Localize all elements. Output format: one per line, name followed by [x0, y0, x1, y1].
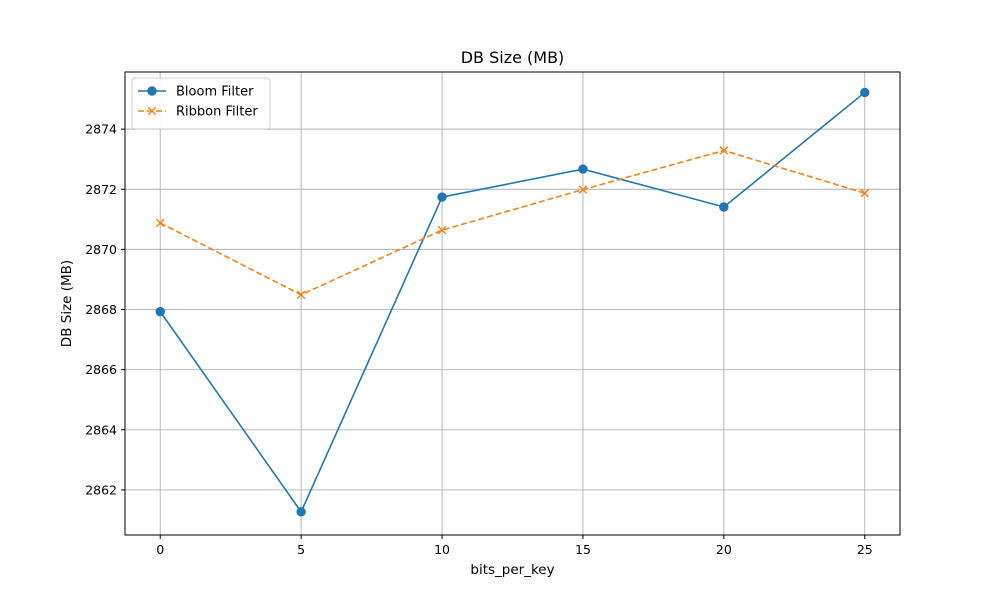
data-point [155, 306, 165, 317]
x-tick-label: 10 [434, 542, 450, 557]
data-point [719, 202, 729, 212]
legend-label: Ribbon Filter [176, 105, 258, 120]
series-line-1 [159, 149, 866, 296]
data-point [437, 225, 447, 235]
y-tick-label: 2874 [85, 122, 117, 137]
x-axis-label: bits_per_key [470, 562, 554, 578]
data-point [296, 290, 306, 300]
x-tick-label: 20 [716, 542, 732, 557]
ticks: 0 5 10 15 20 25 2862 2864 2866 2868 2870 2872 2874 [85, 122, 873, 557]
legend: Bloom Filter Ribbon Filter [131, 77, 271, 130]
series-line-0 [159, 91, 866, 513]
x-tick-label: 5 [297, 542, 305, 557]
plot-area-frame [124, 71, 901, 536]
x-tick-label: 25 [857, 542, 873, 557]
data-point [860, 87, 870, 98]
grid [125, 72, 900, 535]
legend-marker [147, 86, 157, 96]
x-tick-label: 15 [575, 542, 591, 557]
y-tick-label: 2866 [85, 362, 117, 377]
legend-box [131, 77, 271, 130]
y-tick-label: 2872 [85, 182, 117, 197]
legend-label: Bloom Filter [176, 85, 254, 100]
series-layer [155, 87, 870, 517]
data-point [296, 507, 306, 517]
y-axis-label: DB Size (MB) [59, 260, 75, 347]
data-point [719, 146, 729, 155]
y-tick-label: 2862 [85, 482, 117, 497]
data-point [860, 188, 870, 198]
data-point [578, 185, 588, 194]
y-tick-label: 2864 [85, 422, 117, 437]
chart-title: DB Size (MB) [461, 48, 565, 67]
data-point [437, 192, 447, 202]
x-tick-label: 0 [156, 542, 164, 557]
data-point [155, 218, 165, 228]
data-point [578, 164, 588, 174]
legend-marker [147, 106, 157, 116]
y-tick-label: 2868 [85, 302, 117, 317]
y-tick-label: 2870 [85, 242, 117, 257]
